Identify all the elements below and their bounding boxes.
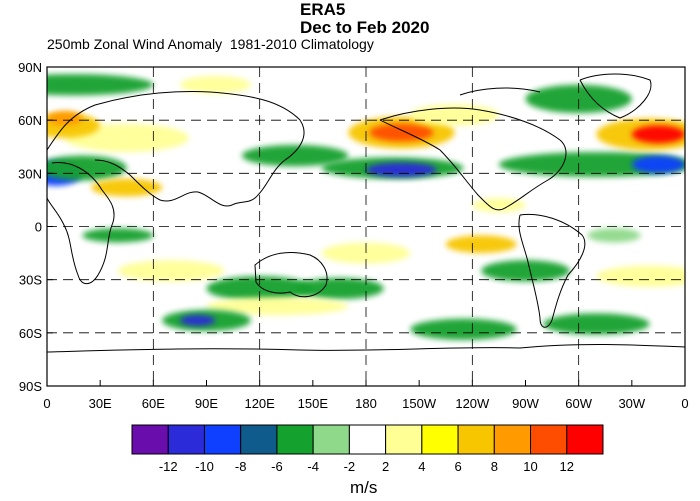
anomaly-blob-neg10 (366, 162, 437, 177)
lon-label: 30W (618, 396, 645, 411)
colorbar-label: 10 (523, 459, 537, 474)
colorbar-swatch (167, 424, 205, 455)
anomaly-blob-pos4 (472, 198, 526, 213)
anomaly-blob-pos10 (369, 123, 434, 142)
colorbar-swatch (493, 424, 532, 455)
lat-label: 30S (19, 273, 42, 288)
lon-label: 120E (244, 396, 275, 411)
coast-antarctica (47, 343, 685, 353)
anomaly-field (47, 74, 685, 340)
lon-label: 180 (355, 396, 377, 411)
colorbar-labels: -12 -10 -8 -6 -4 -2 2 4 6 8 10 12 (159, 459, 574, 474)
coast-africa (47, 161, 115, 285)
coast-eurasia (47, 91, 305, 207)
latitude-labels: 90N 60N 30N 0 30S 60S 90S (18, 60, 53, 394)
longitude-labels: 0 30E 60E 90E 120E 150E 180 150W 120W 90W 60W 30W 0 (43, 380, 689, 411)
anomaly-blob-neg8 (631, 155, 685, 174)
lon-label: 90W (512, 396, 539, 411)
colorbar-label: -6 (271, 459, 283, 474)
lon-label: 0 (681, 396, 688, 411)
anomaly-blob-pos10 (47, 111, 83, 126)
lon-label: 30E (89, 396, 112, 411)
title-dataset: ERA5 (300, 0, 346, 19)
anomaly-blob-pos4 (410, 104, 499, 126)
subtitle: 250mb Zonal Wind Anomaly 1981-2010 Clima… (47, 36, 374, 52)
map-background (47, 67, 685, 386)
coast-north-america (379, 107, 567, 211)
colorbar-swatch (421, 424, 459, 455)
anomaly-blob-neg6 (498, 152, 685, 177)
lon-label: 120W (455, 396, 490, 411)
anomaly-blob-pos4 (179, 75, 251, 94)
anomaly-blob-pos4 (206, 297, 349, 316)
lat-label: 0 (35, 220, 42, 235)
coast-arctic (459, 87, 541, 96)
colorbar-swatch (276, 424, 314, 455)
lon-label: 150W (402, 396, 437, 411)
anomaly-blob-neg4 (47, 155, 127, 181)
anomaly-blob-neg4 (82, 228, 154, 243)
colorbar-label: -12 (159, 459, 178, 474)
colorbar-label: -2 (344, 459, 356, 474)
lon-label: 0 (43, 396, 50, 411)
colorbar-swatch (131, 424, 169, 455)
colorbar-label: 8 (491, 459, 498, 474)
lat-label: 90N (18, 60, 42, 75)
graticule (47, 67, 685, 386)
lat-label: 60N (18, 113, 42, 128)
coastlines (47, 73, 685, 353)
anomaly-blob-neg4 (47, 74, 154, 96)
colorbar-label: 2 (382, 459, 389, 474)
anomaly-blob-pos4 (321, 242, 411, 264)
coast-greenland (579, 73, 652, 119)
anomaly-blob-neg6 (410, 318, 517, 340)
colorbar (131, 424, 604, 455)
colorbar-label: 12 (560, 459, 574, 474)
colorbar-swatch (530, 424, 568, 455)
title-period: Dec to Feb 2020 (300, 18, 430, 37)
anomaly-blob-pos12 (631, 125, 685, 144)
lon-label: 150E (298, 396, 329, 411)
colorbar-swatch (240, 424, 278, 455)
anomaly-blob-neg4 (543, 313, 650, 335)
colorbar-swatch (385, 424, 423, 455)
colorbar-label: 4 (418, 459, 425, 474)
colorbar-swatch (566, 424, 604, 455)
coast-south-america (518, 213, 586, 328)
colorbar-swatch (203, 424, 242, 455)
colorbar-label: -8 (235, 459, 247, 474)
anomaly-blob-pos6 (91, 178, 163, 197)
colorbar-label: 6 (454, 459, 461, 474)
lon-label: 90E (195, 396, 218, 411)
colorbar-label: -4 (307, 459, 319, 474)
units-label: m/s (350, 478, 378, 497)
lon-label: 60W (565, 396, 592, 411)
anomaly-blob-neg4 (481, 260, 570, 282)
anomaly-blob-neg4 (587, 228, 641, 243)
colorbar-swatch (457, 424, 495, 455)
colorbar-swatch (348, 424, 387, 455)
anomaly-blob-neg6 (206, 276, 313, 301)
anomaly-blob-pos4 (117, 260, 225, 282)
anomaly-blob-pos6 (445, 235, 517, 254)
anomaly-blob-neg4 (525, 84, 632, 114)
anomaly-blob-pos4 (596, 265, 685, 287)
lon-label: 60E (142, 396, 165, 411)
coast-australia (254, 252, 328, 298)
lat-label: 90S (19, 379, 42, 394)
anomaly-blob-neg10 (179, 315, 216, 326)
lat-label: 30N (18, 166, 42, 181)
anomaly-blob-neg6 (241, 144, 349, 167)
lat-label: 60S (19, 326, 42, 341)
colorbar-label: -10 (195, 459, 214, 474)
colorbar-swatch (312, 424, 350, 455)
